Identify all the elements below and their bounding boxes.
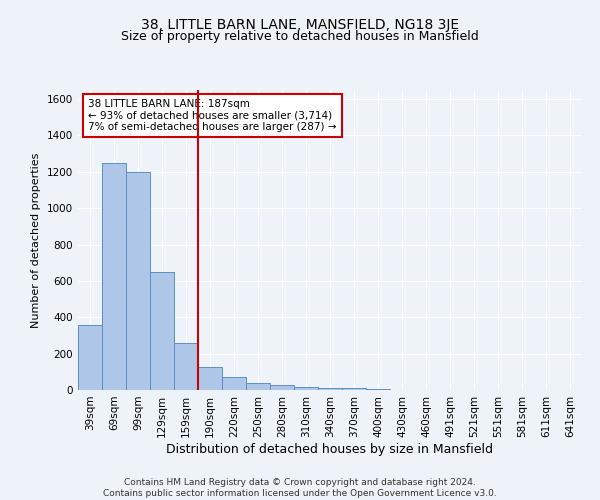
Text: Contains HM Land Registry data © Crown copyright and database right 2024.
Contai: Contains HM Land Registry data © Crown c… [103,478,497,498]
Bar [366,388,390,390]
Y-axis label: Number of detached properties: Number of detached properties [31,152,41,328]
Bar [222,378,246,390]
Bar [174,342,198,390]
Bar [126,172,150,390]
Bar [318,388,342,390]
Text: 38 LITTLE BARN LANE: 187sqm
← 93% of detached houses are smaller (3,714)
7% of s: 38 LITTLE BARN LANE: 187sqm ← 93% of det… [88,99,337,132]
Bar [270,386,294,390]
Bar [78,324,102,390]
Bar [294,388,318,390]
Bar [150,272,174,390]
Text: Size of property relative to detached houses in Mansfield: Size of property relative to detached ho… [121,30,479,43]
Bar [198,368,222,390]
Bar [102,162,126,390]
Bar [246,383,270,390]
Text: 38, LITTLE BARN LANE, MANSFIELD, NG18 3JE: 38, LITTLE BARN LANE, MANSFIELD, NG18 3J… [141,18,459,32]
X-axis label: Distribution of detached houses by size in Mansfield: Distribution of detached houses by size … [167,442,493,456]
Bar [342,388,366,390]
